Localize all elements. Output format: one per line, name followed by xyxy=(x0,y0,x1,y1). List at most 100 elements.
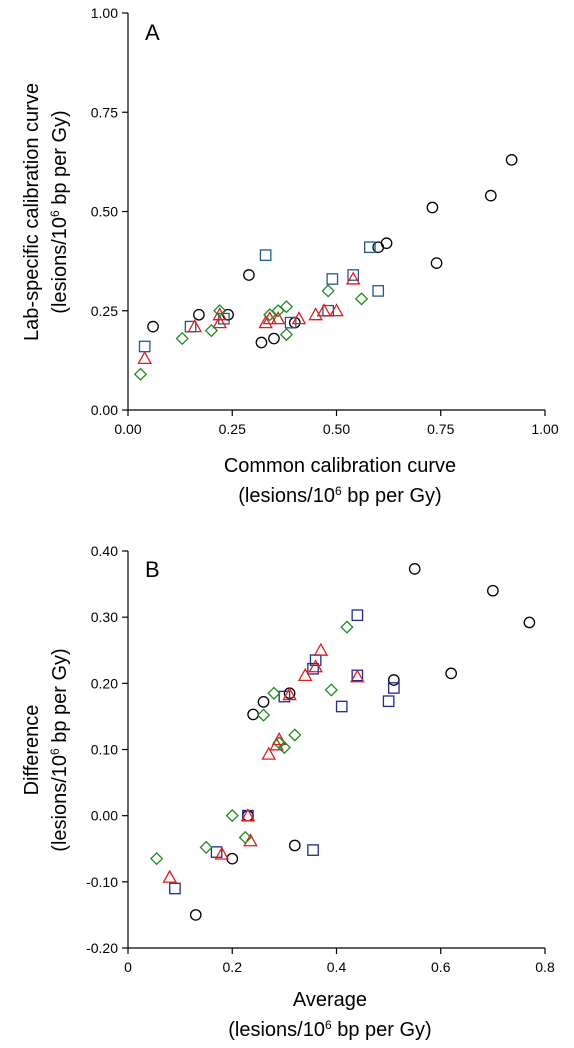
panel-a-y-tick-label: 0.00 xyxy=(91,402,118,418)
panel-a-x-tick-label: 0.25 xyxy=(219,421,246,437)
panel-b-point-triangle xyxy=(261,746,277,760)
panel-b-point-diamond xyxy=(288,728,302,742)
panel-b-point-triangle xyxy=(271,732,287,746)
panel-b-point-square xyxy=(387,682,400,694)
panel-b-y-tick-label: 0.00 xyxy=(91,808,118,824)
panel-b-point-triangle xyxy=(282,687,297,701)
panel-a-point-circle xyxy=(505,154,518,166)
panel-a-point-circle xyxy=(255,336,268,349)
panel-a-point-diamond xyxy=(133,367,148,381)
panel-b-point-circle xyxy=(523,616,536,629)
panel-a-point-diamond xyxy=(279,300,294,314)
panel-b-point-diamond xyxy=(256,708,271,722)
panel-b-x-tick-label: 0.4 xyxy=(327,959,347,975)
panel-b-xlabel-unit: (lesions/106 bp per Gy) xyxy=(228,1018,431,1041)
panel-a-point-triangle xyxy=(291,311,307,325)
panel-a-point-triangle xyxy=(308,307,323,321)
panel-a-point-diamond xyxy=(175,331,189,346)
panel-b-point-square xyxy=(278,690,291,703)
panel-b-point-triangle xyxy=(313,642,329,656)
panel-a: A 0.00 0.25 0.50 0.75 1.00 0.00 0.25 0.50 0.75 1.… xyxy=(21,5,559,507)
panel-b-ylabel-unit: (lesions/106 bp per Gy) xyxy=(48,648,71,851)
panel-b-point-circle xyxy=(226,852,239,865)
panel-b-x-tick-label: 0.6 xyxy=(431,959,451,975)
panel-a-x-tick-label: 0.00 xyxy=(114,421,141,437)
panel-a-point-diamond xyxy=(321,284,335,298)
panel-b-point-circle xyxy=(288,839,301,852)
panel-a-point-square xyxy=(364,241,376,254)
panel-a-point-triangle xyxy=(187,319,203,333)
panel-a-point-triangle xyxy=(212,315,228,329)
panel-a-xlabel-unit: (lesions/106 bp per Gy) xyxy=(238,484,441,507)
panel-b-point-diamond xyxy=(150,852,164,866)
panel-b-point-circle xyxy=(257,696,270,708)
panel-a-axes: 0.00 0.25 0.50 0.75 1.00 0.00 0.25 0.50 0.75 1.00 xyxy=(91,5,559,437)
panel-a-point-diamond xyxy=(271,304,285,318)
panel-b-point-diamond xyxy=(238,830,252,845)
panel-a-point-square xyxy=(138,340,151,353)
panel-a-point-circle xyxy=(193,308,205,321)
panel-b-point-triangle xyxy=(308,659,323,673)
panel-a-point-triangle xyxy=(316,303,332,317)
panel-a-point-triangle xyxy=(258,315,273,329)
panel-b-point-triangle xyxy=(297,667,313,682)
panel-b-point-circle xyxy=(408,563,421,575)
panel-b-point-circle xyxy=(445,667,458,680)
panel-a-xlabel-main: Common calibration curve xyxy=(224,455,456,477)
panel-b-x-tick-label: 0.2 xyxy=(223,959,243,975)
panel-a-letter: A xyxy=(145,20,160,45)
panel-a-point-circle xyxy=(147,320,159,333)
panel-b-letter: B xyxy=(145,557,160,582)
panel-b-point-circle xyxy=(247,708,259,721)
panel-b-y-tick-label: 0.30 xyxy=(91,609,118,625)
panel-b-point-square xyxy=(335,700,348,713)
panel-b-point-diamond xyxy=(225,809,239,823)
panel-b-marks xyxy=(150,563,536,921)
panel-b-point-square xyxy=(382,695,395,708)
panel-a-x-tick-label: 1.00 xyxy=(531,421,558,437)
panel-b-point-diamond xyxy=(199,840,213,855)
panel-a-point-diamond xyxy=(279,327,294,342)
panel-a-point-diamond xyxy=(354,292,369,306)
panel-b-axes: 0 0.2 0.4 0.6 0.8 -0.20 -0.10 0.00 0.10 0.20 0.30 0… xyxy=(86,543,555,975)
panel-a-y-tick-label: 1.00 xyxy=(91,5,118,21)
panel-b-point-square xyxy=(307,844,319,856)
panel-a-point-circle xyxy=(430,257,443,269)
panel-a-y-tick-label: 0.75 xyxy=(91,104,118,120)
panel-a-point-triangle xyxy=(345,271,361,285)
panel-b-point-square xyxy=(351,609,364,622)
panel-b-y-tick-label: -0.10 xyxy=(86,874,118,890)
panel-b-x-tick-label: 0.8 xyxy=(535,959,555,975)
panel-b-point-diamond xyxy=(324,683,338,697)
panel-a-y-tick-label: 0.50 xyxy=(91,204,118,220)
panel-a-ylabel-main: Lab-specific calibration curve xyxy=(21,83,43,341)
panel-b-point-triangle xyxy=(240,808,256,822)
panel-a-point-triangle xyxy=(270,311,286,325)
panel-b-y-tick-label: 0.10 xyxy=(91,742,118,758)
panel-b-point-square xyxy=(169,882,181,895)
panel-a-x-tick-label: 0.50 xyxy=(323,421,350,437)
panel-a-point-square xyxy=(259,249,272,262)
panel-a-point-triangle xyxy=(137,350,152,365)
panel-a-point-circle xyxy=(268,332,280,345)
panel-b-x-tick-label: 0 xyxy=(124,959,132,975)
panel-b-point-diamond xyxy=(340,620,354,634)
panel-b-point-diamond xyxy=(277,740,291,755)
panel-a-point-square xyxy=(372,285,385,297)
panel-a-point-circle xyxy=(426,201,439,214)
panel-a-y-tick-label: 0.25 xyxy=(91,303,118,319)
panel-a-point-diamond xyxy=(213,304,227,318)
panel-b-xlabel-main: Average xyxy=(293,989,367,1011)
panel-b-point-triangle xyxy=(350,669,365,683)
panel-a-ylabel-unit: (lesions/106 bp per Gy) xyxy=(48,110,71,313)
panel-b-ylabel-main: Difference xyxy=(21,705,43,796)
panel-a-point-square xyxy=(326,273,339,285)
panel-b-point-square xyxy=(210,846,223,858)
panel-b-point-diamond xyxy=(267,686,281,700)
panel-a-point-circle xyxy=(243,269,255,281)
panel-a-point-square xyxy=(347,269,360,281)
panel-a-point-circle xyxy=(484,189,497,202)
panel-b-y-tick-label: 0.40 xyxy=(91,543,118,559)
panel-b-point-circle xyxy=(387,674,400,686)
